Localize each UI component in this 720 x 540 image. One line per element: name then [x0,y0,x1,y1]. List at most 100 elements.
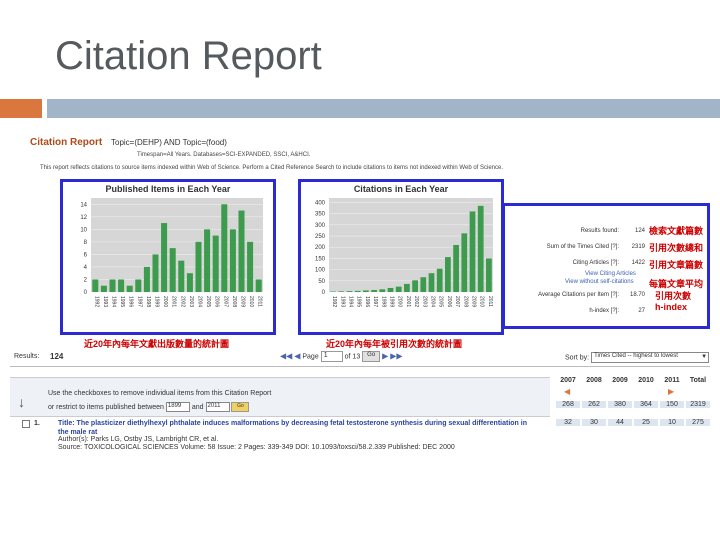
search-topic: Topic=(DEHP) AND Topic=(food) [111,138,227,147]
year-header[interactable]: 2011 [664,377,680,384]
view-without-self-link[interactable]: View without self-citations [565,279,634,285]
x-tick-label: 1993 [339,296,345,307]
x-tick-label: 2001 [171,296,177,307]
y-tick-label: 14 [80,202,87,208]
bar [152,254,159,292]
x-tick-label: 2007 [222,296,228,307]
x-tick-label: 2000 [397,296,403,307]
bar [109,279,116,292]
last-page-icon[interactable]: ▶▶ [390,351,403,361]
stat-results-found: Results found: 124 [505,226,645,238]
x-tick-label: 2002 [179,296,185,307]
filter-box: ↓ Use the checkboxes to remove individua… [10,377,550,417]
bar [395,286,402,292]
x-tick-label: 2000 [162,296,168,307]
y-tick-label: 0 [84,290,88,296]
stat-average: Average Citations per Item [?]: 18.70 [505,290,645,302]
bar [178,260,185,292]
record-year-count: 30 [582,419,606,426]
stat-value: 124 [634,228,645,234]
citations-chart: Citations in Each Year 0 50 100 150 200 250 30… [298,179,504,335]
x-tick-label: 2011 [487,296,493,307]
first-page-icon[interactable]: ◀◀ [280,351,293,361]
view-citing-link[interactable]: View Citing Articles [585,271,636,277]
bar [469,211,476,292]
y-tick-label: 200 [315,245,326,251]
x-tick-label: 1995 [119,296,125,307]
stat-citing-articles: Citing Articles [?]: 1422 [505,258,645,270]
slide-title: Citation Report [55,34,322,78]
filter-range-label: or restrict to items published between [48,403,164,411]
citation-stats-box: Results found: 124 Sum of the Times Cite… [502,203,710,329]
page-of-label: of 13 [344,353,361,361]
stat-sum-cited: Sum of the Times Cited [?]: 2319 [505,242,645,254]
stat-label: Sum of the Times Cited [?]: [546,244,619,250]
accent-bar-orange [0,99,42,118]
bar [161,223,168,292]
stat-value: 18.70 [629,292,645,298]
record-checkbox[interactable] [22,420,30,428]
bar [420,277,427,292]
x-tick-label: 1992 [93,296,99,307]
x-tick-label: 1997 [372,296,378,307]
timespan-text: Timespan=All Years. Databases=SCI-EXPAND… [137,152,311,158]
bar [371,289,377,292]
annotation-sum: 引用次數總和 [649,243,704,253]
prev-page-icon[interactable]: ◀ [294,351,301,361]
prev-years-icon[interactable]: ◀ [564,387,571,396]
year-total: 380 [608,401,632,408]
bar [118,279,125,292]
x-tick-label: 1996 [128,296,134,307]
bar [255,279,262,292]
bar [412,280,418,292]
bar [436,268,443,292]
filter-go-button[interactable]: Go [231,402,250,412]
year-header[interactable]: Total [689,377,707,384]
from-year-select[interactable]: 1899 [165,402,190,412]
annotation-hindex: h-index [655,302,688,312]
record-title-link[interactable]: Title: The plasticizer diethylhexyl phth… [58,420,527,436]
x-tick-label: 1998 [145,296,151,307]
stat-label: h-index [?]: [589,308,619,314]
page-input[interactable]: 1 [320,351,343,362]
published-caption: 近20年內每年文獻出版數量的統計圖 [84,339,230,349]
year-header[interactable]: 2007 [560,377,576,384]
year-total: 268 [556,401,580,408]
filter-instructions: Use the checkboxes to remove individual … [48,390,272,397]
y-tick-label: 400 [315,200,326,206]
plot-area [329,198,493,292]
page-label: Page [302,353,319,361]
x-tick-label: 2009 [471,296,477,307]
to-year-select[interactable]: 2011 [205,402,230,412]
record-year-count: 275 [686,419,710,426]
bar [453,245,459,292]
year-header[interactable]: 2009 [612,377,628,384]
year-header[interactable]: 2008 [586,377,602,384]
annotation-avg-1: 每篇文章平均 [649,279,704,289]
x-tick-label: 1999 [154,296,160,307]
stat-value: 27 [638,308,645,314]
y-tick-label: 8 [84,240,88,246]
citations-plot: 0 50 100 150 200 250 300 350 400 1992 1993 1994 1995… [315,198,493,307]
chart-title: Citations in Each Year [353,184,449,194]
record-year-count: 10 [660,419,684,426]
sort-select[interactable]: Times Cited -- highest to lowest ▼ [591,352,710,363]
y-tick-label: 100 [315,268,326,274]
y-tick-label: 350 [315,212,326,218]
y-tick-label: 2 [84,277,88,283]
bar [143,266,150,292]
x-tick-label: 1999 [389,296,395,307]
year-header[interactable]: 2010 [638,377,654,384]
x-tick-label: 1994 [111,296,117,307]
x-tick-label: 2007 [454,296,460,307]
x-tick-label: 2010 [479,296,485,307]
bar [238,210,245,292]
bar [428,273,435,292]
y-tick-label: 300 [315,223,326,229]
x-tick-label: 2006 [214,296,220,307]
bar [135,279,142,292]
bar [445,257,451,292]
next-page-icon[interactable]: ▶ [382,351,389,361]
page-go-button[interactable]: Go [362,351,381,362]
next-years-icon[interactable]: ▶ [668,387,675,396]
